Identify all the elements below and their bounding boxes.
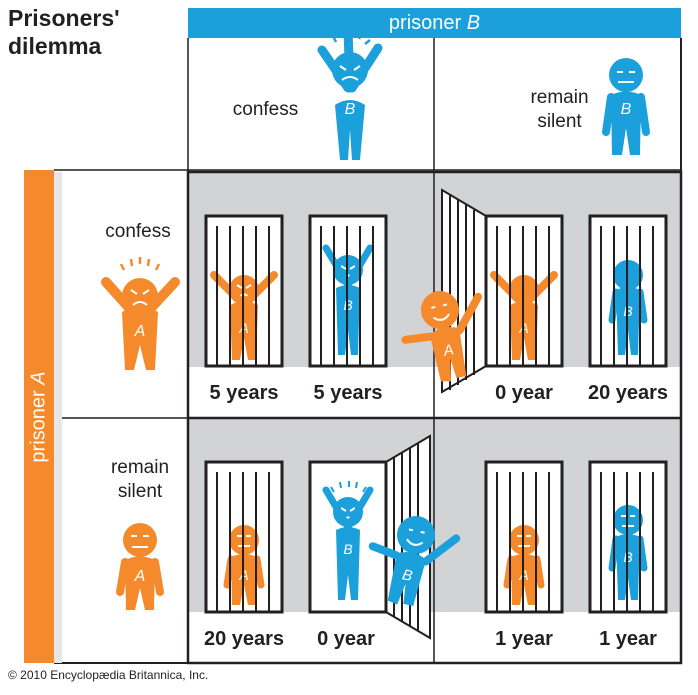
outcome-sc-b: 0 year [317, 628, 375, 650]
column-label-silent: remain silent [512, 86, 607, 134]
row-figure-a-silent: A [116, 523, 164, 610]
row-shadow [54, 172, 62, 663]
copyright-notice: © 2010 Encyclopædia Britannica, Inc. [8, 668, 209, 682]
prisoner-a-header: prisoner A [24, 170, 54, 663]
outcome-ss-a: 1 year [495, 628, 553, 650]
row-a-letter: A [134, 323, 146, 340]
outcome-ss-b: 1 year [599, 628, 657, 650]
svg-text:B: B [343, 541, 352, 557]
outcome-cs-b: 20 years [587, 382, 669, 404]
svg-text:B: B [401, 566, 414, 585]
header-b-letter: B [345, 101, 356, 118]
title-line-2: dilemma [8, 33, 102, 59]
row-label-silent: remain silent [90, 456, 190, 504]
cell-silent-silent: A B [484, 460, 668, 614]
row-confess-text: confess [105, 221, 171, 242]
cell-confess-silent: A B A [401, 188, 668, 394]
svg-text:A: A [441, 341, 455, 360]
prisoner-b-letter: B [466, 12, 481, 34]
column-label-confess: confess [218, 98, 313, 122]
outcome-sc-a: 20 years [203, 628, 285, 650]
header-b-silent-letter: B [621, 101, 632, 118]
prisoner-b-header: prisoner B [188, 8, 681, 38]
header-figure-b-silent: B [602, 58, 650, 155]
header-figure-b-confess: B [317, 25, 383, 160]
matrix-grid [54, 38, 683, 665]
title-line-1: Prisoners' [8, 5, 120, 31]
row-silent-line1: remain [110, 457, 170, 478]
cell-silent-confess: A B B [204, 434, 461, 640]
escaping-figure-a: A [401, 291, 483, 382]
outcome-cc-a: 5 years [209, 382, 279, 404]
row-label-confess: confess [88, 220, 188, 244]
escaping-figure-b: B [368, 516, 461, 606]
diagram-title: Prisoners' dilemma [8, 4, 188, 60]
row-a-silent-letter: A [134, 568, 146, 585]
column-confess-text: confess [232, 99, 299, 120]
column-silent-line2: silent [537, 111, 582, 132]
outcome-cc-b: 5 years [313, 382, 383, 404]
row-figure-a-confess: A [101, 257, 180, 370]
prisoner-b-prefix: prisoner [388, 12, 467, 34]
column-silent-line1: remain [530, 87, 589, 108]
outcome-cs-a: 0 year [495, 382, 553, 404]
cell-confess-confess: A B [204, 214, 388, 368]
row-silent-line2: silent [117, 481, 163, 502]
